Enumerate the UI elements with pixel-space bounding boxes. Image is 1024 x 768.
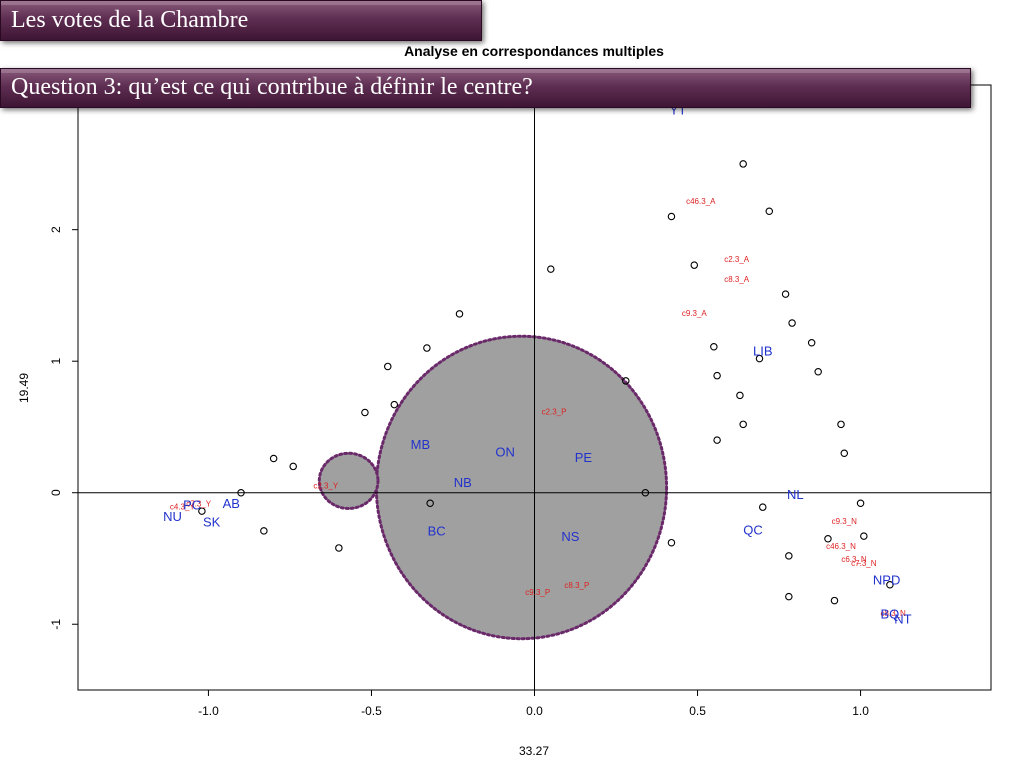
x-tick-label: -0.5 — [361, 704, 382, 718]
data-point — [426, 499, 434, 507]
data-point — [667, 212, 676, 221]
slide-title: Les votes de la Chambre — [11, 7, 249, 33]
data-point — [237, 488, 245, 497]
category-label: c9.3_P — [525, 588, 550, 597]
category-label: c46.3_A — [686, 197, 716, 206]
group-label: PC — [183, 497, 201, 512]
category-label: c9.3_A — [682, 309, 708, 318]
category-label: c7.3_N — [851, 559, 877, 568]
data-point — [860, 532, 868, 540]
y-tick-label: -1 — [49, 619, 63, 630]
data-point — [830, 596, 839, 605]
chart-title: Analyse en correspondances multiples — [404, 43, 664, 59]
data-point — [713, 436, 721, 444]
y-tick-label: 0 — [49, 489, 63, 496]
group-label: NU — [163, 509, 182, 524]
data-point — [785, 592, 793, 601]
group-label: BC — [428, 524, 446, 539]
category-label: c4.3_Y — [170, 502, 196, 511]
data-point — [713, 371, 721, 380]
category-label: c6.3_N — [841, 555, 867, 564]
data-point — [361, 408, 369, 417]
data-point — [690, 261, 699, 269]
slide-question: Question 3: qu’est ce qui contribue à dé… — [11, 74, 533, 100]
data-point — [423, 344, 431, 352]
x-tick-label: 1.0 — [852, 704, 869, 718]
group-label: SK — [203, 514, 221, 529]
data-point — [739, 420, 747, 429]
data-point — [788, 319, 796, 327]
category-label: c2.3_A — [724, 255, 750, 264]
data-point — [384, 362, 392, 371]
category-label: c8.3_P — [564, 581, 589, 590]
y-tick-label: 2 — [49, 226, 63, 233]
data-point — [814, 367, 822, 376]
data-point — [837, 420, 845, 429]
data-point — [710, 342, 718, 351]
data-point — [807, 339, 816, 347]
group-label: LIB — [753, 343, 773, 358]
slide-question-banner: Question 3: qu’est ce qui contribue à dé… — [0, 68, 971, 108]
group-label: NB — [454, 475, 472, 490]
group-label: ON — [495, 445, 515, 460]
category-label: c8.3_N — [880, 609, 906, 618]
x-tick-label: 0.5 — [689, 704, 706, 718]
data-point — [785, 552, 793, 560]
data-point — [335, 544, 343, 552]
group-label: PE — [575, 450, 593, 465]
data-point — [886, 581, 894, 589]
slide-title-banner: Les votes de la Chambre — [0, 0, 482, 41]
group-label: NL — [787, 487, 804, 502]
x-tick-label: -1.0 — [198, 704, 219, 718]
group-label: NS — [561, 529, 579, 544]
data-point — [840, 449, 849, 458]
data-point — [758, 503, 767, 511]
data-point — [390, 400, 399, 409]
data-point — [455, 310, 464, 318]
data-point — [755, 354, 764, 363]
data-point — [260, 527, 268, 535]
group-label: NT — [894, 612, 911, 627]
data-point — [824, 534, 832, 543]
data-point — [736, 391, 744, 400]
x-axis-label: 33.27 — [519, 744, 549, 758]
data-point — [547, 265, 555, 273]
data-point — [641, 488, 650, 497]
data-point — [667, 538, 676, 547]
data-point — [289, 462, 297, 471]
data-point — [739, 160, 747, 168]
data-point — [781, 290, 790, 298]
group-label: QC — [743, 522, 763, 537]
group-label: MB — [411, 437, 431, 452]
category-label: c2.3_P — [542, 408, 567, 417]
category-label: c9.3_N — [832, 517, 858, 526]
data-point — [765, 207, 774, 216]
category-label: c2.3_Y — [313, 481, 339, 490]
category-label: c7.3_Y — [186, 500, 212, 509]
x-tick-label: 0.0 — [526, 704, 543, 718]
category-label: c8.3_A — [724, 275, 750, 284]
y-axis-label: 19.49 — [17, 373, 31, 403]
group-label: AB — [223, 496, 240, 511]
data-point — [856, 499, 865, 507]
data-point — [622, 377, 630, 385]
group-label: BQ — [881, 606, 900, 621]
y-tick-label: 1 — [49, 358, 63, 365]
data-point — [269, 454, 278, 463]
group-label: NPD — [873, 572, 900, 587]
data-point — [198, 507, 206, 515]
highlight-region-2 — [317, 451, 380, 510]
category-label: c46.3_N — [826, 542, 856, 551]
